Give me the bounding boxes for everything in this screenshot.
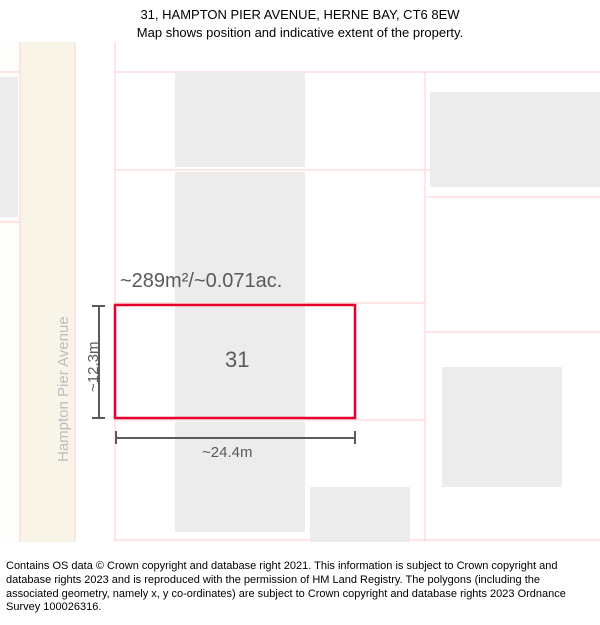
width-dimension-bar — [115, 437, 355, 439]
area-label: ~289m²/~0.071ac. — [120, 270, 282, 293]
header-subtitle: Map shows position and indicative extent… — [0, 24, 600, 42]
map-svg — [0, 42, 600, 542]
width-dimension-label: ~24.4m — [202, 444, 252, 461]
footer-copyright: Contains OS data © Crown copyright and d… — [0, 556, 600, 625]
height-dimension-tick-top — [92, 305, 105, 307]
width-dimension-tick-left — [115, 431, 117, 444]
width-dimension-tick-right — [354, 431, 356, 444]
map-area: Hampton Pier Avenue ~289m²/~0.071ac. 31 … — [0, 42, 600, 542]
header-title: 31, HAMPTON PIER AVENUE, HERNE BAY, CT6 … — [0, 6, 600, 24]
header-block: 31, HAMPTON PIER AVENUE, HERNE BAY, CT6 … — [0, 0, 600, 41]
height-dimension-bar — [98, 305, 100, 418]
street-name-label: Hampton Pier Avenue — [55, 316, 72, 462]
height-dimension-tick-bottom — [92, 417, 105, 419]
house-number-label: 31 — [225, 347, 249, 373]
